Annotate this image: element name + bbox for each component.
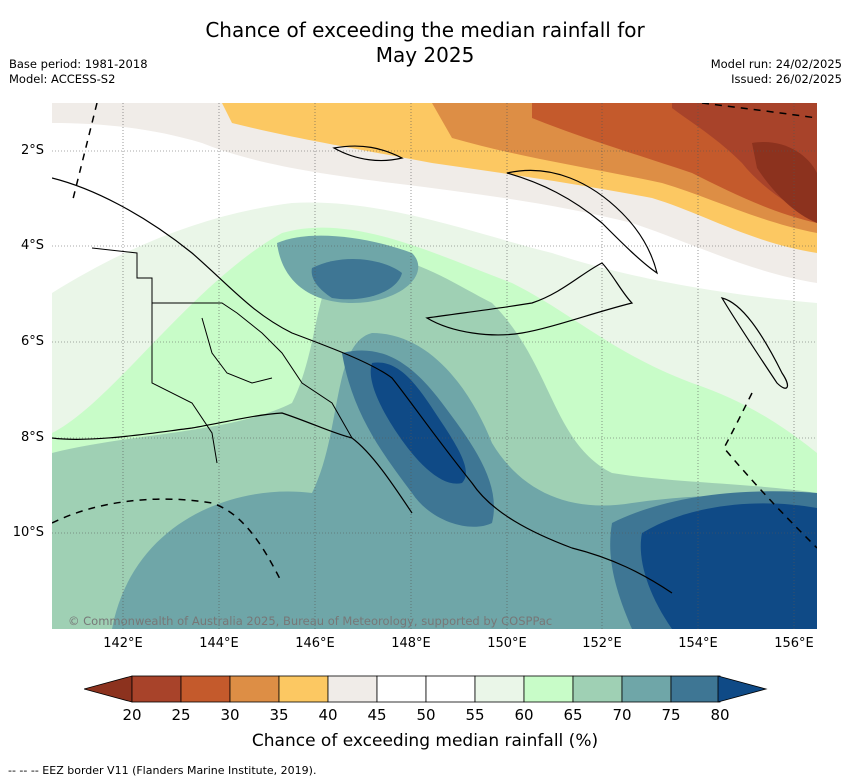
model-name: Model: ACCESS-S2 xyxy=(9,72,116,86)
lat-label-10s: 10°S xyxy=(12,525,44,540)
colorbar-cells xyxy=(131,675,721,703)
issued-date: Issued: 26/02/2025 xyxy=(731,72,842,86)
cb-tick: 55 xyxy=(465,706,485,724)
cb-tick: 80 xyxy=(710,706,730,724)
cb-tick: 75 xyxy=(661,706,681,724)
lon-label-156e: 156°E xyxy=(774,636,814,651)
colorbar-cell xyxy=(278,675,329,703)
title-line-1: Chance of exceeding the median rainfall … xyxy=(205,18,645,42)
cb-tick: 35 xyxy=(269,706,289,724)
cb-tick: 45 xyxy=(367,706,387,724)
colorbar-cell xyxy=(621,675,672,703)
copyright-notice: © Commonwealth of Australia 2025, Bureau… xyxy=(68,614,553,628)
colorbar-cell xyxy=(523,675,574,703)
colorbar-cell xyxy=(474,675,525,703)
borders xyxy=(91,247,353,464)
lon-label-142e: 142°E xyxy=(103,636,143,651)
colorbar-cell xyxy=(180,675,231,703)
colorbar-title: Chance of exceeding median rainfall (%) xyxy=(251,731,599,751)
colorbar xyxy=(84,675,768,703)
cb-tick: 65 xyxy=(563,706,583,724)
title-line-2: May 2025 xyxy=(375,43,475,67)
contour-above-80 xyxy=(370,362,466,484)
lat-label-4s: 4°S xyxy=(20,238,44,253)
lon-label-152e: 152°E xyxy=(582,636,622,651)
cb-tick: 60 xyxy=(514,706,534,724)
colorbar-cell xyxy=(327,675,378,703)
colorbar-cell xyxy=(670,675,721,703)
contour-above-80-east xyxy=(640,503,817,629)
cb-tick: 25 xyxy=(171,706,191,724)
colorbar-cell xyxy=(131,675,182,703)
colorbar-below-arrow xyxy=(84,675,133,703)
cb-tick: 50 xyxy=(416,706,436,724)
model-run: Model run: 24/02/2025 xyxy=(710,57,842,71)
graticule xyxy=(52,103,817,629)
colorbar-cell xyxy=(425,675,476,703)
coastlines xyxy=(52,145,789,594)
base-period: Base period: 1981-2018 xyxy=(9,57,148,71)
eez-note: -- -- -- EEZ border V11 (Flanders Marine… xyxy=(8,764,317,777)
lon-label-150e: 150°E xyxy=(487,636,527,651)
colorbar-cell xyxy=(572,675,623,703)
cb-tick: 40 xyxy=(318,706,338,724)
rainfall-map xyxy=(52,103,817,629)
lat-label-8s: 8°S xyxy=(20,430,44,445)
lat-label-2s: 2°S xyxy=(20,143,44,158)
contour-75-80-north xyxy=(311,258,402,300)
lat-label-6s: 6°S xyxy=(20,334,44,349)
lon-label-154e: 154°E xyxy=(678,636,718,651)
contour-below-20 xyxy=(752,142,817,223)
metadata-left: Base period: 1981-2018 Model: ACCESS-S2 xyxy=(9,57,148,87)
eez-borders xyxy=(52,103,817,584)
lon-label-148e: 148°E xyxy=(391,636,431,651)
cb-tick: 20 xyxy=(122,706,142,724)
lon-label-144e: 144°E xyxy=(199,636,239,651)
colorbar-cell xyxy=(376,675,427,703)
metadata-right: Model run: 24/02/2025 Issued: 26/02/2025 xyxy=(711,57,842,87)
colorbar-cell xyxy=(229,675,280,703)
cb-tick: 30 xyxy=(220,706,240,724)
colorbar-above-arrow xyxy=(717,675,768,703)
cb-tick: 70 xyxy=(612,706,632,724)
chart-title: Chance of exceeding the median rainfall … xyxy=(0,18,850,68)
lon-label-146e: 146°E xyxy=(295,636,335,651)
